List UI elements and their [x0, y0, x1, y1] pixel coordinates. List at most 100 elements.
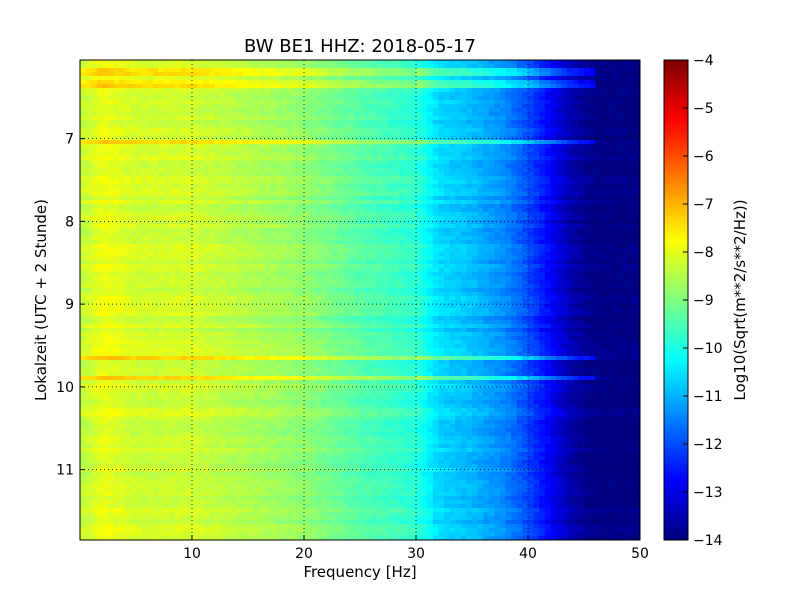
spectrogram-cell	[505, 160, 512, 165]
spectrogram-cell	[281, 192, 288, 197]
spectrogram-cell	[567, 96, 574, 101]
spectrogram-cell	[539, 76, 546, 81]
spectrogram-cell	[410, 124, 417, 129]
spectrogram-cell	[332, 184, 339, 189]
spectrogram-cell	[371, 80, 378, 85]
spectrogram-cell	[371, 160, 378, 165]
spectrogram-cell	[309, 208, 316, 213]
spectrogram-cell	[158, 132, 165, 137]
spectrogram-cell	[96, 136, 103, 141]
spectrogram-cell	[371, 148, 378, 153]
spectrogram-cell	[522, 156, 529, 161]
spectrogram-cell	[91, 76, 98, 81]
spectrogram-cell	[550, 232, 557, 237]
spectrogram-cell	[203, 92, 210, 97]
spectrogram-cell	[628, 72, 635, 77]
spectrogram-cell	[533, 96, 540, 101]
spectrogram-cell	[158, 136, 165, 141]
spectrogram-cell	[488, 100, 495, 105]
spectrogram-cell	[600, 244, 607, 249]
spectrogram-cell	[634, 172, 640, 177]
spectrogram-cell	[225, 132, 232, 137]
spectrogram-cell	[113, 164, 120, 169]
spectrogram-cell	[528, 196, 535, 201]
spectrogram-cell	[438, 240, 445, 245]
spectrogram-cell	[500, 240, 507, 245]
spectrogram-cell	[264, 100, 271, 105]
spectrogram-cell	[208, 60, 215, 65]
spectrogram-cell	[500, 236, 507, 241]
spectrogram-cell	[304, 160, 311, 165]
spectrogram-cell	[108, 248, 115, 253]
spectrogram-cell	[80, 184, 87, 189]
spectrogram-cell	[231, 188, 238, 193]
spectrogram-cell	[348, 72, 355, 77]
spectrogram-cell	[80, 168, 87, 173]
spectrogram-cell	[516, 88, 523, 93]
spectrogram-cell	[152, 68, 159, 73]
spectrogram-cell	[108, 80, 115, 85]
spectrogram-cell	[231, 84, 238, 89]
spectrogram-cell	[119, 140, 126, 145]
spectrogram-cell	[270, 188, 277, 193]
spectrogram-cell	[376, 176, 383, 181]
spectrogram-cell	[264, 148, 271, 153]
spectrogram-cell	[108, 72, 115, 77]
spectrogram-cell	[169, 156, 176, 161]
spectrogram-cell	[460, 124, 467, 129]
spectrogram-cell	[483, 96, 490, 101]
spectrogram-cell	[236, 60, 243, 65]
spectrogram-cell	[309, 236, 316, 241]
spectrogram-cell	[561, 80, 568, 85]
spectrogram-cell	[164, 252, 171, 257]
spectrogram-cell	[214, 136, 221, 141]
spectrogram-cell	[147, 68, 154, 73]
spectrogram-cell	[287, 128, 294, 133]
spectrogram-cell	[309, 80, 316, 85]
spectrogram-cell	[382, 108, 389, 113]
spectrogram-cell	[427, 244, 434, 249]
spectrogram-cell	[141, 196, 148, 201]
spectrogram-cell	[494, 160, 501, 165]
spectrogram-cell	[348, 200, 355, 205]
spectrogram-cell	[500, 256, 507, 261]
spectrogram-cell	[225, 188, 232, 193]
spectrogram-cell	[416, 192, 423, 197]
spectrogram-cell	[617, 252, 624, 257]
spectrogram-cell	[416, 244, 423, 249]
spectrogram-cell	[365, 64, 372, 69]
spectrogram-cell	[578, 132, 585, 137]
spectrogram-cell	[108, 192, 115, 197]
spectrogram-cell	[231, 80, 238, 85]
spectrogram-cell	[147, 116, 154, 121]
spectrogram-cell	[578, 192, 585, 197]
spectrogram-cell	[203, 224, 210, 229]
spectrogram-cell	[449, 184, 456, 189]
spectrogram-cell	[472, 140, 479, 145]
spectrogram-cell	[96, 116, 103, 121]
spectrogram-cell	[91, 108, 98, 113]
spectrogram-cell	[130, 116, 137, 121]
spectrogram-cell	[113, 88, 120, 93]
spectrogram-cell	[80, 64, 87, 69]
spectrogram-cell	[192, 88, 199, 93]
spectrogram-cell	[343, 240, 350, 245]
spectrogram-cell	[141, 60, 148, 65]
spectrogram-cell	[298, 212, 305, 217]
spectrogram-cell	[410, 184, 417, 189]
spectrogram-cell	[96, 176, 103, 181]
spectrogram-cell	[124, 204, 131, 209]
spectrogram-cell	[617, 104, 624, 109]
spectrogram-cell	[522, 80, 529, 85]
spectrogram-cell	[438, 144, 445, 149]
spectrogram-cell	[186, 108, 193, 113]
spectrogram-cell	[488, 132, 495, 137]
spectrogram-cell	[393, 200, 400, 205]
spectrogram-cell	[505, 132, 512, 137]
spectrogram-cell	[354, 76, 361, 81]
spectrogram-cell	[617, 96, 624, 101]
spectrogram-cell	[141, 128, 148, 133]
spectrogram-cell	[421, 124, 428, 129]
spectrogram-cell	[472, 196, 479, 201]
spectrogram-cell	[108, 76, 115, 81]
